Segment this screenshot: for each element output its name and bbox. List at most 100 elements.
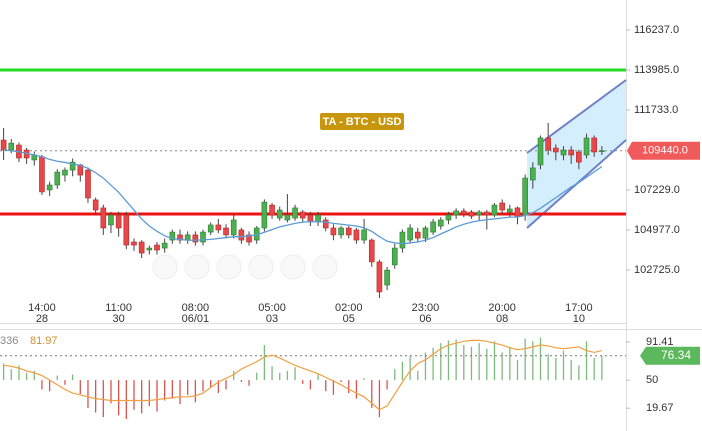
candle-body [484, 211, 490, 216]
candle-body [284, 214, 291, 221]
candle-body [177, 234, 183, 241]
x-date-label: 06/01 [182, 313, 210, 325]
candle-body [338, 227, 344, 236]
candle-body [184, 234, 191, 241]
candle-body [361, 229, 367, 241]
candle-body [545, 137, 551, 151]
candle-body [553, 147, 559, 153]
channel-line [526, 79, 627, 154]
candle-body [54, 171, 61, 186]
candle-body [368, 239, 375, 263]
candle-body [161, 242, 168, 249]
candle-body [39, 156, 45, 193]
candle-body [414, 231, 421, 239]
candle-body [230, 219, 237, 236]
candle-body [330, 227, 337, 236]
candle-body [276, 209, 283, 219]
y-tick-label: 91.41 [646, 336, 674, 348]
candle-body [391, 247, 398, 266]
candle-body [115, 214, 122, 229]
candle-body [8, 142, 15, 151]
candle-body [430, 221, 436, 233]
candle-body [246, 234, 252, 243]
y-tick-label: 111733.0 [634, 104, 678, 116]
candle-body [100, 207, 107, 229]
candle-body [491, 204, 498, 216]
x-date-label: 06 [419, 313, 431, 325]
current-value-tag [640, 346, 700, 365]
candle-body [192, 234, 199, 243]
candle-body [468, 211, 475, 217]
y-tick-label: 19.67 [646, 402, 674, 414]
candle-body [307, 214, 314, 223]
candle-body [108, 214, 114, 226]
y-tick-label: 107229.0 [634, 184, 680, 196]
y-tick-label: 116237.0 [634, 24, 679, 36]
candle-body [560, 149, 567, 156]
candle-body [407, 227, 413, 241]
candle-body [238, 229, 245, 241]
candle-body [146, 247, 153, 251]
candle-body [345, 227, 352, 236]
candle-body [138, 241, 145, 254]
last-price-tag [627, 141, 700, 160]
nav-button[interactable] [312, 254, 338, 280]
x-tick-label: 20:00 [488, 302, 516, 314]
x-date-label: 08 [496, 313, 508, 325]
nav-button[interactable] [216, 254, 242, 280]
y-tick-label: 113985.0 [634, 64, 679, 76]
nav-button[interactable] [152, 254, 178, 280]
nav-button[interactable] [184, 254, 210, 280]
candle-body [154, 244, 160, 251]
candle-body [200, 231, 206, 243]
x-date-label: 10 [573, 313, 585, 325]
nav-button[interactable] [248, 254, 274, 280]
x-tick-label: 11:00 [105, 302, 132, 314]
candle-body [353, 229, 360, 241]
candle-body [522, 177, 528, 216]
x-tick-label: 02:00 [335, 302, 363, 314]
nav-button[interactable] [280, 254, 306, 280]
x-date-label: 30 [113, 313, 125, 325]
candle-body [530, 167, 536, 181]
candle-body [476, 211, 482, 216]
candle-body [384, 269, 390, 286]
candle-body [376, 261, 383, 293]
candle-body [460, 210, 467, 215]
candle-body [292, 207, 298, 219]
candle-body [62, 169, 68, 176]
candle-body [514, 207, 521, 217]
candle-body [422, 227, 429, 239]
x-tick-label: 14:00 [28, 302, 56, 314]
candle-body [445, 214, 452, 221]
candle-body [315, 214, 321, 223]
oscillator-line [3, 339, 602, 411]
candle-body [215, 224, 222, 231]
candle-body [46, 184, 53, 191]
candle-body [322, 219, 329, 229]
candle-body [537, 137, 544, 166]
candle-body [69, 161, 76, 171]
x-date-label: 28 [36, 313, 48, 325]
moving-average [3, 149, 603, 245]
x-tick-label: 17:00 [565, 302, 593, 314]
candle-body [576, 151, 582, 163]
candle-body [207, 224, 214, 233]
candle-body [568, 149, 574, 156]
candle-body [583, 137, 590, 156]
candle-body [437, 219, 444, 227]
y-tick-label: 104977.0 [634, 224, 680, 236]
y-tick-label: 102725.0 [634, 264, 680, 276]
x-date-label: 03 [266, 313, 278, 325]
candle-body [299, 211, 306, 219]
x-tick-label: 23:00 [412, 302, 440, 314]
candle-body [269, 204, 275, 216]
indicator-value: 81.97 [30, 335, 58, 347]
candle-body [85, 169, 91, 199]
candle-body [453, 210, 459, 216]
indicator-value: 336 [0, 335, 18, 347]
candle-body [507, 208, 513, 213]
annotation: TA - BTC - USD [323, 116, 402, 128]
candle-body [169, 231, 176, 241]
